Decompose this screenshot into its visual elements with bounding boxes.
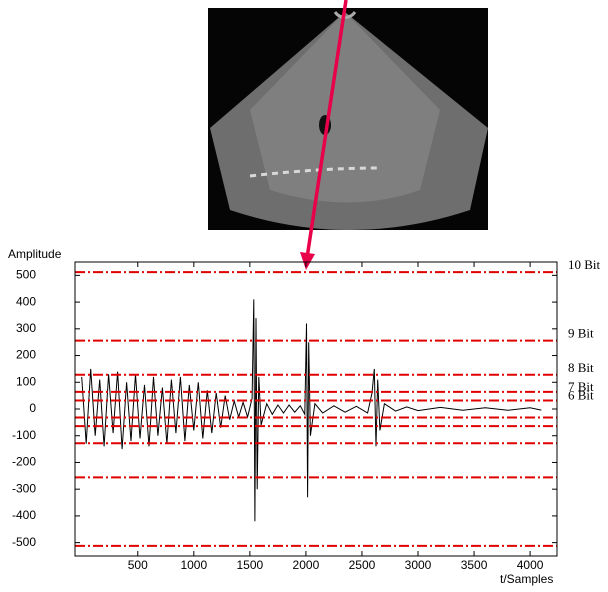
signal-line [81, 299, 542, 522]
x-tick-label: 4000 [517, 558, 544, 572]
bit-label: 7 Bit [568, 379, 594, 394]
plot: -500 -400 -300 -200 -100 0 100 200 300 400 500 500 1… [12, 262, 557, 572]
x-tick-label: 1500 [237, 558, 264, 572]
y-tick-label: -300 [12, 481, 36, 495]
bit-label: 10 Bit [568, 257, 601, 272]
y-tick-label: -100 [12, 428, 36, 442]
x-tick-label: 1000 [180, 558, 207, 572]
bit-label: 8 Bit [568, 360, 594, 375]
y-tick-label: 500 [16, 268, 36, 282]
y-tick-label: 100 [16, 374, 36, 388]
arrow-head [300, 252, 315, 270]
x-tick-label: 2500 [349, 558, 376, 572]
bit-label: 6 Bit [568, 387, 594, 402]
y-tick-label: -500 [12, 535, 36, 549]
plot-frame [74, 261, 558, 557]
x-tick-label: 500 [128, 558, 148, 572]
y-tick-label: 200 [16, 348, 36, 362]
x-tick-label: 3000 [405, 558, 432, 572]
x-tick-label: 2000 [293, 558, 320, 572]
x-tick-label: 3500 [461, 558, 488, 572]
y-axis-label: Amplitude [8, 247, 62, 261]
y-tick-label: 300 [16, 321, 36, 335]
arrow [305, 0, 348, 259]
y-tick-label: -400 [12, 508, 36, 522]
bit-label: 9 Bit [568, 326, 594, 341]
y-tick-label: 400 [16, 294, 36, 308]
y-tick-label: 0 [29, 401, 36, 415]
y-tick-label: -200 [12, 455, 36, 469]
ultrasound-image [208, 8, 488, 230]
x-axis-label: t/Samples [500, 572, 553, 586]
